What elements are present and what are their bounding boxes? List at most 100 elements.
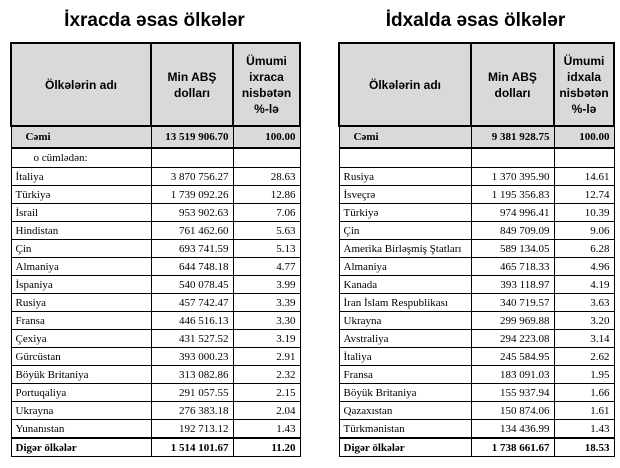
cell: Böyük Britaniya [338, 383, 472, 402]
cell: 2.32 [232, 365, 301, 384]
cell: 393 118.97 [470, 275, 555, 294]
cell: 953 902.63 [150, 203, 234, 222]
cell: Böyük Britaniya [10, 365, 152, 384]
cell: 1.61 [553, 401, 615, 420]
cell: 9 381 928.75 [470, 125, 555, 149]
cell: 761 462.60 [150, 221, 234, 240]
cell: Digər ölkələr [338, 437, 472, 457]
cell: 540 078.45 [150, 275, 234, 294]
cell: Fransa [338, 365, 472, 384]
cell [232, 147, 301, 168]
cell: 313 082.86 [150, 365, 234, 384]
cell: 3.14 [553, 329, 615, 348]
cell: Çin [338, 221, 472, 240]
cell: 446 516.13 [150, 311, 234, 330]
cell: 465 718.33 [470, 257, 555, 276]
cell: 18.53 [553, 437, 615, 457]
cell: Gürcüstan [10, 347, 152, 366]
cell: Avstraliya [338, 329, 472, 348]
data-row: İran İslam Respublikası 340 719.57 3.63 [338, 293, 615, 312]
cell: İsrail [10, 203, 152, 222]
cell: 5.63 [232, 221, 301, 240]
cell: Türkiyə [10, 185, 152, 204]
cell [150, 147, 234, 168]
cell: İspaniya [10, 275, 152, 294]
column-header: Ölkələrin adı [338, 42, 472, 127]
cell: 457 742.47 [150, 293, 234, 312]
data-row: Böyük Britaniya 155 937.94 1.66 [338, 383, 615, 402]
data-row: Hindistan 761 462.60 5.63 [10, 221, 301, 240]
cell: Qazaxıstan [338, 401, 472, 420]
data-row: Almaniya 644 748.18 4.77 [10, 257, 301, 276]
cell: 1 738 661.67 [470, 437, 555, 457]
cell: 3.20 [553, 311, 615, 330]
cell: 2.04 [232, 401, 301, 420]
cell: 183 091.03 [470, 365, 555, 384]
data-row: Qazaxıstan 150 874.06 1.61 [338, 401, 615, 420]
cell: 849 709.09 [470, 221, 555, 240]
cell: 393 000.23 [150, 347, 234, 366]
cell: İsveçrə [338, 185, 472, 204]
cell: İran İslam Respublikası [338, 293, 472, 312]
data-table: Ölkələrin adı Min ABŞ dolları Ümumi ixraca… [10, 42, 301, 457]
cell: Rusiya [10, 293, 152, 312]
data-row: Fransa 183 091.03 1.95 [338, 365, 615, 384]
header-row: Ölkələrin adı Min ABŞ dolları Ümumi idxala… [338, 42, 615, 127]
cell: İtaliya [338, 347, 472, 366]
data-row: Kanada 393 118.97 4.19 [338, 275, 615, 294]
data-row: Çin 849 709.09 9.06 [338, 221, 615, 240]
cell: 1 370 395.90 [470, 167, 555, 186]
cell: Almaniya [338, 257, 472, 276]
data-row: Rusiya 457 742.47 3.39 [10, 293, 301, 312]
data-row: Böyük Britaniya 313 082.86 2.32 [10, 365, 301, 384]
cell: 14.61 [553, 167, 615, 186]
data-row: Fransa 446 516.13 3.30 [10, 311, 301, 330]
column-header: Min ABŞ dolları [470, 42, 555, 127]
cell: 2.15 [232, 383, 301, 402]
data-row: İsveçrə 1 195 356.83 12.74 [338, 185, 615, 204]
data-table: Ölkələrin adı Min ABŞ dolları Ümumi idxala… [338, 42, 615, 457]
cell: Ukrayna [338, 311, 472, 330]
cell: 1 514 101.67 [150, 437, 234, 457]
cell: 5.13 [232, 239, 301, 258]
subheader-row: o cümlədən: [10, 147, 301, 168]
cell: 2.62 [553, 347, 615, 366]
cell: 3.63 [553, 293, 615, 312]
data-row: Ukrayna 299 969.88 3.20 [338, 311, 615, 330]
data-row: Ukrayna 276 383.18 2.04 [10, 401, 301, 420]
cell: 1.66 [553, 383, 615, 402]
cell: İtaliya [10, 167, 152, 186]
data-row: Türkiyə 974 996.41 10.39 [338, 203, 615, 222]
cell: 100.00 [553, 125, 615, 149]
data-row: Çin 693 741.59 5.13 [10, 239, 301, 258]
cell: 294 223.08 [470, 329, 555, 348]
data-row: İtaliya 3 870 756.27 28.63 [10, 167, 301, 186]
cell: 7.06 [232, 203, 301, 222]
data-row: İspaniya 540 078.45 3.99 [10, 275, 301, 294]
export-block: İxracda əsas ölkələr Ölkələrin adı Min ABŞ… [10, 0, 301, 457]
cell: 4.77 [232, 257, 301, 276]
cell: Çin [10, 239, 152, 258]
data-row: Gürcüstan 393 000.23 2.91 [10, 347, 301, 366]
cell: 6.28 [553, 239, 615, 258]
cell: Ukrayna [10, 401, 152, 420]
cell: Çexiya [10, 329, 152, 348]
data-row: Amerika Birləşmiş Ştatları 589 134.05 6.28 [338, 239, 615, 258]
cell: Cəmi [10, 125, 152, 149]
column-header: Ümumi idxala nisbətən %-lə [553, 42, 615, 127]
cell: Cəmi [338, 125, 472, 149]
import-block: İdxalda əsas ölkələr Ölkələrin adı Min ABŞ… [338, 0, 615, 457]
cell: 974 996.41 [470, 203, 555, 222]
cell: 1.95 [553, 365, 615, 384]
cell: 644 748.18 [150, 257, 234, 276]
header-row: Ölkələrin adı Min ABŞ dolları Ümumi ixraca… [10, 42, 301, 127]
other-row: Digər ölkələr 1 738 661.67 18.53 [338, 437, 615, 457]
cell: o cümlədən: [10, 147, 152, 168]
cell: 11.20 [232, 437, 301, 457]
cell [338, 147, 472, 168]
table-title: İxracda əsas ölkələr [64, 10, 245, 31]
total-row: Cəmi 9 381 928.75 100.00 [338, 125, 615, 149]
cell [470, 147, 555, 168]
other-row: Digər ölkələr 1 514 101.67 11.20 [10, 437, 301, 457]
